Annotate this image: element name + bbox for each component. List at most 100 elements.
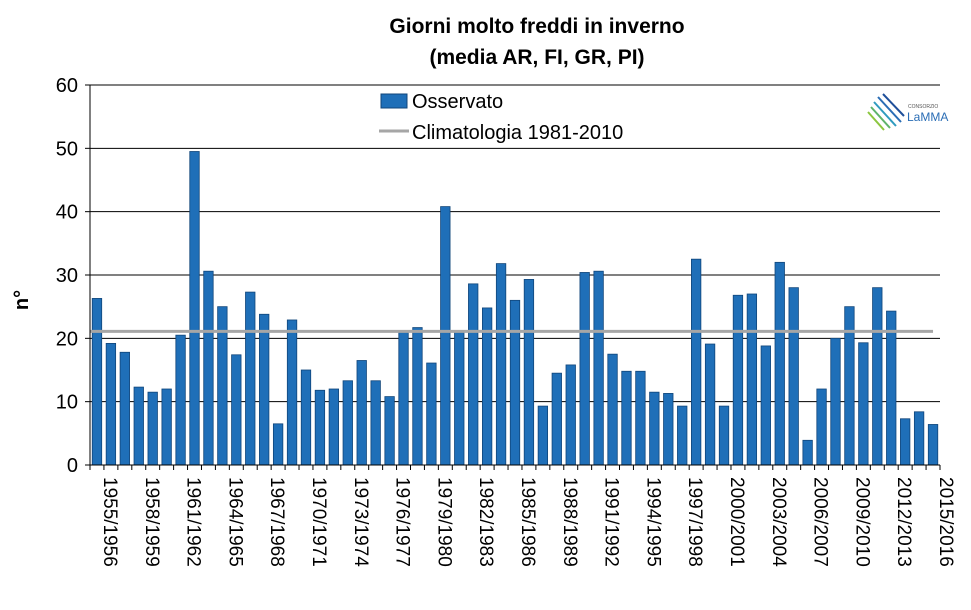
bar-1960/1961 [161, 388, 172, 466]
bar-1989/1990 [565, 364, 576, 466]
x-tick-label-1991/1992: 1991/1992 [601, 477, 622, 567]
bar-1979/1980 [426, 362, 437, 466]
x-tick-label-1988/1989: 1988/1989 [559, 477, 580, 567]
bar-1984/1985 [495, 263, 507, 466]
bar-1980/1981 [440, 206, 451, 466]
bar-1997/1998 [677, 405, 688, 466]
x-tick-label-2006/2007: 2006/2007 [810, 477, 831, 567]
bar-1991/1992 [593, 270, 604, 466]
bar-2000/2001 [718, 405, 730, 466]
bar-1962/1963 [189, 151, 200, 466]
x-tick-label-1979/1980: 1979/1980 [433, 477, 454, 567]
bar-1969/1970 [286, 319, 298, 466]
bar-1987/1988 [537, 405, 549, 466]
bar-2010/2011 [858, 342, 869, 466]
x-tick-label-2015/2016: 2015/2016 [935, 477, 956, 567]
bar-1992/1993 [607, 353, 618, 466]
x-tick-label-1976/1977: 1976/1977 [392, 477, 413, 567]
y-tick-label-40: 40 [56, 202, 78, 224]
bar-1975/1976 [370, 380, 381, 466]
bar-2002/2003 [746, 293, 758, 466]
bar-2011/2012 [872, 287, 883, 466]
lamma-logo-stripes-icon [867, 93, 905, 131]
bar-1968/1969 [272, 423, 284, 466]
x-tick-label-1970/1971: 1970/1971 [308, 477, 329, 567]
bar-2005/2006 [788, 287, 799, 466]
bar-2008/2009 [830, 337, 841, 466]
x-tick-label-2012/2013: 2012/2013 [893, 477, 914, 567]
bar-2007/2008 [816, 388, 827, 466]
x-tick-label-1967/1968: 1967/1968 [266, 477, 287, 567]
bar-1973/1974 [342, 380, 353, 466]
bar-1988/1989 [551, 372, 562, 466]
legend-label-osservato: Osservato [412, 91, 503, 113]
bar-2012/2013 [886, 310, 897, 466]
bar-2013/2014 [900, 418, 911, 466]
bar-1956/1957 [105, 342, 117, 466]
x-tick-label-1985/1986: 1985/1986 [517, 477, 538, 567]
bar-1957/1958 [119, 351, 130, 466]
chart-title-line2: (media AR, FI, GR, PI) [429, 46, 644, 69]
bar-1994/1995 [635, 370, 646, 466]
x-tick-label-1958/1959: 1958/1959 [141, 477, 162, 567]
bar-1977/1978 [398, 331, 409, 466]
x-tick-label-1982/1983: 1982/1983 [475, 477, 496, 567]
bar-1963/1964 [203, 270, 214, 466]
axes [85, 84, 941, 470]
chart-title-line1: Giorni molto freddi in inverno [389, 15, 684, 38]
x-tick-label-2003/2004: 2003/2004 [768, 477, 789, 567]
bar-1996/1997 [663, 393, 674, 466]
y-tick-labels: 0 10 20 30 40 50 60 [56, 75, 78, 477]
bar-1959/1960 [147, 391, 158, 466]
x-tick-label-1973/1974: 1973/1974 [350, 477, 371, 567]
x-tick-label-2000/2001: 2000/2001 [726, 477, 747, 567]
y-tick-label-0: 0 [67, 455, 78, 477]
y-tick-label-60: 60 [56, 75, 78, 97]
bar-1978/1979 [412, 327, 423, 466]
bar-1985/1986 [509, 299, 521, 466]
bar-2001/2002 [732, 294, 744, 466]
x-tick-label-2009/2010: 2009/2010 [851, 477, 872, 567]
bar-2004/2005 [774, 261, 785, 466]
x-tick-label-1955/1956: 1955/1956 [99, 477, 120, 567]
bar-1982/1983 [468, 283, 479, 466]
y-tick-label-10: 10 [56, 392, 78, 414]
bar-1961/1962 [175, 334, 186, 466]
bar-1993/1994 [621, 370, 632, 466]
bar-1998/1999 [691, 258, 702, 466]
y-tick-label-50: 50 [56, 138, 78, 160]
bar-2003/2004 [760, 345, 771, 466]
x-tick-label-1997/1998: 1997/1998 [684, 477, 705, 567]
y-tick-label-20: 20 [56, 328, 78, 350]
bar-1955/1956 [91, 298, 103, 466]
bar-2014/2015 [913, 411, 925, 466]
bar-1970/1971 [300, 369, 312, 466]
x-tick-label-1961/1962: 1961/1962 [183, 477, 204, 567]
bar-1967/1968 [259, 313, 270, 466]
x-tick-labels: 1955/1956 1958/1959 1961/1962 1964/1965 1967… [99, 477, 956, 567]
bar-1974/1975 [356, 360, 367, 466]
bar-1966/1967 [245, 291, 256, 466]
legend: Osservato Climatologia 1981-2010 [379, 91, 623, 144]
logo-big-text: LaMMA [907, 110, 948, 124]
legend-label-climatologia: Climatologia 1981-2010 [412, 122, 623, 144]
bar-1999/2000 [704, 343, 716, 466]
bar-1958/1959 [133, 386, 144, 466]
y-axis-label: n° [11, 290, 33, 310]
bar-2015/2016 [927, 424, 939, 466]
bar-1972/1973 [328, 388, 339, 466]
bar-1971/1972 [314, 389, 326, 466]
bar-1976/1977 [384, 396, 395, 466]
logo-small-text: CONSORZIO [908, 104, 938, 110]
y-tick-label-30: 30 [56, 265, 78, 287]
bar-1986/1987 [523, 279, 535, 466]
bar-1995/1996 [649, 391, 660, 466]
bar-1981/1982 [454, 331, 465, 466]
bar-2006/2007 [802, 439, 813, 466]
bar-1965/1966 [231, 354, 242, 466]
x-tick-label-1964/1965: 1964/1965 [224, 477, 245, 567]
bar-1990/1991 [579, 272, 590, 466]
lamma-logo: CONSORZIO LaMMA [867, 93, 948, 131]
x-tick-label-1994/1995: 1994/1995 [642, 477, 663, 567]
